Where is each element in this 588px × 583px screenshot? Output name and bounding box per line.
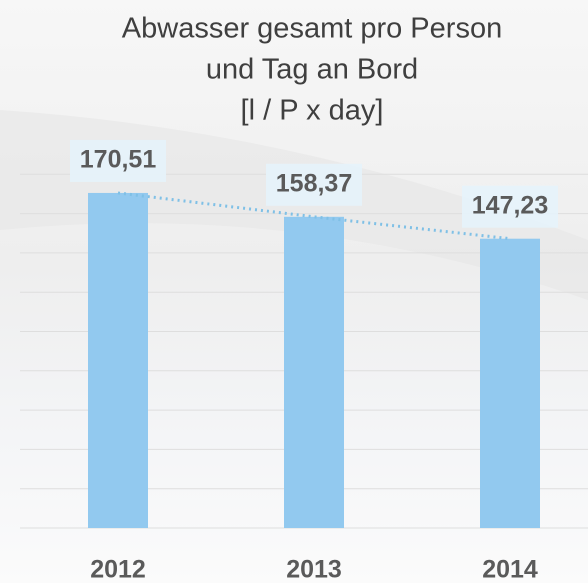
value-label: 147,23 <box>472 191 548 219</box>
bar <box>480 238 540 528</box>
value-label-box <box>462 185 558 228</box>
x-tick-label: 2013 <box>286 556 342 583</box>
chart-title: [l / P x day] <box>241 95 384 127</box>
bar <box>88 192 148 528</box>
chart-title: Abwasser gesamt pro Person <box>122 13 502 45</box>
value-label: 158,37 <box>276 169 352 197</box>
value-label: 170,51 <box>80 146 157 174</box>
value-label-box <box>70 139 166 182</box>
value-label-box <box>266 163 362 206</box>
x-tick-label: 2012 <box>90 556 146 583</box>
x-tick-label: 2014 <box>482 556 538 583</box>
chart-title: und Tag an Bord <box>206 54 418 86</box>
bar <box>284 216 344 528</box>
title: Abwasser gesamt pro Person und Tag an Bor… <box>122 13 502 127</box>
